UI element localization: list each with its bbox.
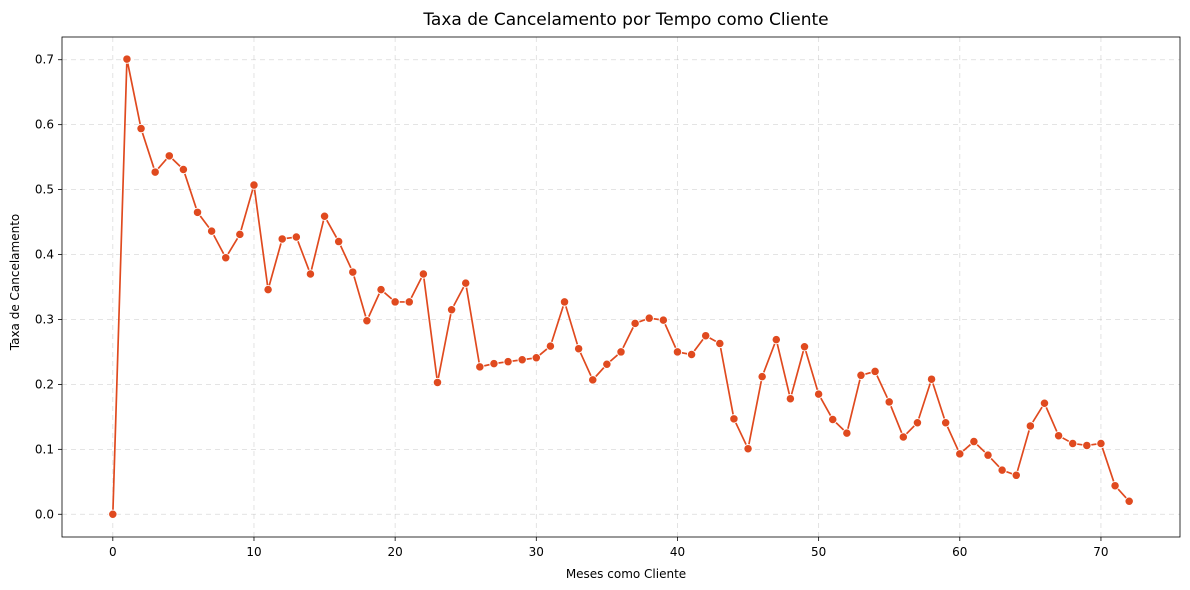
data-point [686, 349, 697, 360]
data-point [263, 284, 273, 295]
data-point [348, 267, 358, 277]
data-point [644, 313, 654, 323]
data-point [941, 418, 951, 428]
data-point [616, 347, 626, 357]
x-tick-label: 0 [109, 545, 117, 559]
data-point [122, 54, 132, 64]
data-point [983, 450, 993, 460]
data-point [771, 334, 781, 345]
data-point [574, 344, 584, 354]
x-tick-label: 30 [529, 545, 544, 559]
plot-frame [61, 36, 1181, 538]
data-point [503, 357, 513, 367]
data-point [446, 305, 457, 315]
x-tick-label: 40 [670, 545, 685, 559]
data-point [602, 359, 612, 369]
data-point [1096, 438, 1106, 449]
data-point [701, 331, 711, 341]
data-point [150, 167, 160, 177]
x-tick-label: 60 [952, 545, 967, 559]
data-point [630, 318, 640, 329]
data-point [1124, 496, 1134, 506]
data-point [926, 374, 937, 384]
data-point [235, 229, 245, 240]
data-point [108, 509, 118, 519]
x-tick-label: 70 [1093, 545, 1108, 559]
grid-lines [62, 37, 1180, 537]
data-point [870, 366, 880, 377]
x-tick-label: 10 [246, 545, 261, 559]
data-point [136, 123, 146, 134]
axis-ticks: 0 10 20 30 40 50 60 70 0.0 0.1 0.2 0.3 0.4 0.5 0.6 0.7 [35, 53, 1109, 559]
data-point [729, 414, 739, 424]
data-point [418, 269, 429, 279]
y-tick-label: 0.2 [35, 377, 54, 391]
series-layer [108, 54, 1134, 519]
data-point [1110, 481, 1120, 491]
data-point [757, 371, 767, 382]
data-point [475, 362, 485, 372]
data-point [1039, 398, 1050, 408]
data-point [390, 297, 400, 307]
data-point [1082, 440, 1092, 451]
data-point [305, 269, 316, 279]
x-tick-label: 50 [811, 545, 826, 559]
data-point [334, 236, 344, 247]
data-point [489, 358, 499, 369]
data-point [799, 342, 810, 352]
data-point [221, 253, 231, 263]
data-point [192, 207, 203, 217]
y-axis-label: Taxa de Cancelamento [8, 214, 22, 352]
data-point [743, 444, 753, 454]
data-point [842, 428, 852, 438]
data-point [362, 316, 372, 326]
data-point [559, 297, 570, 307]
data-point [249, 180, 259, 190]
data-point [785, 394, 796, 404]
y-tick-label: 0.6 [35, 118, 54, 132]
data-point [319, 211, 330, 221]
data-point [912, 418, 923, 428]
data-point [461, 278, 471, 288]
data-point [672, 347, 683, 357]
chart-title: Taxa de Cancelamento por Tempo como Clie… [422, 10, 828, 30]
data-point [898, 432, 908, 442]
data-point [376, 284, 386, 295]
data-point [164, 151, 174, 161]
data-point [178, 164, 189, 175]
x-axis-label: Meses como Cliente [566, 567, 686, 581]
data-point [588, 375, 598, 385]
y-tick-label: 0.1 [35, 442, 54, 456]
y-tick-label: 0.5 [35, 183, 54, 197]
data-point [545, 341, 556, 351]
data-point [277, 234, 287, 244]
data-point [856, 370, 866, 380]
y-tick-label: 0.3 [35, 312, 54, 326]
data-point [206, 226, 217, 236]
data-point [1068, 438, 1078, 449]
data-point [969, 436, 979, 447]
y-tick-label: 0.0 [35, 507, 54, 521]
data-point [955, 449, 965, 459]
data-point [813, 389, 824, 399]
data-point [291, 232, 301, 242]
data-point [404, 297, 414, 307]
x-tick-label: 20 [388, 545, 403, 559]
data-point [1025, 421, 1036, 431]
data-point [1053, 431, 1064, 441]
y-tick-label: 0.7 [35, 53, 54, 67]
data-point [884, 397, 894, 407]
data-point [658, 315, 668, 325]
data-point [517, 355, 527, 365]
data-point [531, 353, 541, 363]
y-tick-label: 0.4 [35, 248, 54, 262]
data-point [997, 465, 1007, 475]
data-point [828, 414, 838, 425]
data-point [715, 338, 725, 349]
data-point [1011, 470, 1021, 480]
data-point [432, 377, 443, 388]
